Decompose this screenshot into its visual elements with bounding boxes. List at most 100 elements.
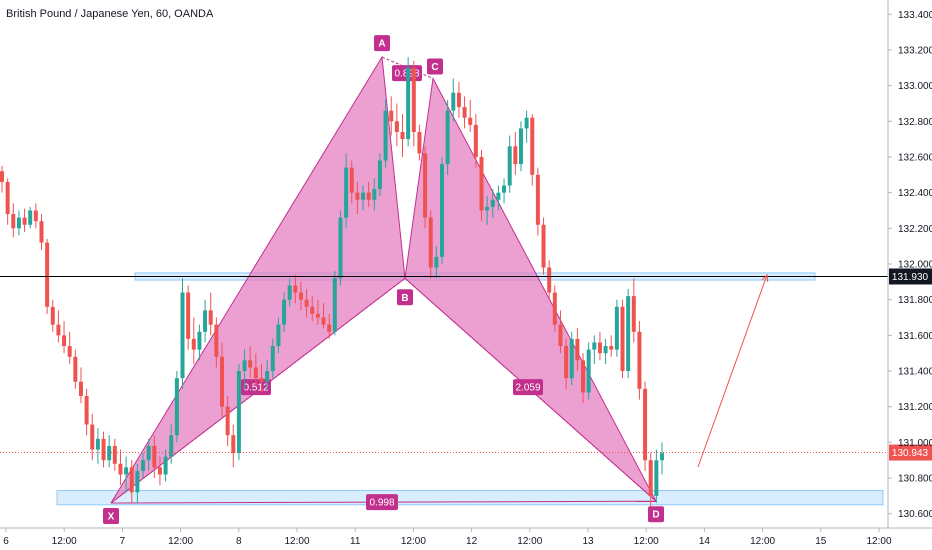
candle-body (248, 360, 253, 368)
candle-body (451, 92, 456, 111)
candle-body (524, 117, 529, 129)
time-tick-label: 6 (3, 536, 9, 547)
price-tick-label: 131.600 (898, 331, 932, 342)
candle-body (298, 292, 303, 300)
candle-body (456, 92, 461, 108)
candle-body (253, 367, 258, 379)
support-zone[interactable] (56, 490, 884, 506)
candle-body (33, 210, 38, 222)
price-tick-label: 130.600 (898, 509, 932, 520)
candle-body (547, 267, 552, 293)
candle-body (146, 445, 151, 461)
candle-body (135, 470, 140, 493)
candle-body (597, 342, 602, 354)
candle-body (180, 292, 185, 379)
time-tick-label: 13 (582, 536, 594, 547)
candle-body (541, 224, 546, 268)
candle-body (197, 331, 202, 350)
candle-body (259, 378, 264, 382)
candle-body (321, 317, 326, 325)
price-tick-label: 132.200 (898, 224, 932, 235)
candle-body (502, 185, 507, 193)
candle-body (637, 331, 642, 389)
time-tick-label: 12:00 (634, 536, 659, 547)
time-tick-label: 12 (466, 536, 478, 547)
candle-body (16, 217, 21, 229)
point-x-badge[interactable] (103, 508, 119, 525)
candle-body (507, 146, 512, 186)
candle-body (603, 346, 608, 354)
time-tick-label: 12:00 (52, 536, 77, 547)
point-d-badge[interactable] (648, 506, 664, 523)
price-axis[interactable]: 133.400 133.200 133.000 132.800 132.600 132.4… (887, 0, 932, 528)
candle-body (411, 67, 416, 132)
level-price-label: 131.930 (892, 272, 929, 283)
point-b-label: B (401, 293, 408, 304)
candle-body (191, 338, 196, 350)
ratio-bc-ab-badge[interactable] (241, 379, 271, 396)
point-a-label: A (378, 39, 385, 50)
candle-body (304, 299, 309, 307)
candle-body (620, 306, 625, 372)
chart-title: British Pound / Japanese Yen, 60, OANDA (6, 8, 214, 20)
candle-body (39, 221, 44, 243)
price-tick-label: 133.400 (898, 10, 932, 21)
candle-body (614, 306, 619, 350)
candle-body (124, 467, 129, 475)
price-tick-label: 133.200 (898, 45, 932, 56)
candle-body (417, 132, 422, 154)
time-tick-label: 12:00 (750, 536, 775, 547)
price-tick-label: 133.000 (898, 81, 932, 92)
candle-body (225, 406, 230, 436)
candle-body (592, 342, 597, 350)
time-tick-label: 12:00 (401, 536, 426, 547)
candle-body (11, 214, 16, 229)
candle-body (406, 67, 411, 140)
price-tick-label: 132.400 (898, 188, 932, 199)
candle-body (626, 296, 631, 372)
ratio-cd-bc-badge[interactable] (513, 379, 543, 396)
point-b-badge[interactable] (397, 289, 413, 306)
candle-body (236, 371, 241, 454)
price-tick-label: 131.400 (898, 367, 932, 378)
candle-body (315, 313, 320, 318)
price-tick-label: 130.800 (898, 474, 932, 485)
candle-body (90, 424, 95, 450)
price-tick-label: 132.800 (898, 117, 932, 128)
price-tick-label: 132.000 (898, 260, 932, 271)
candle-body (186, 292, 191, 339)
projection-arrow[interactable] (697, 274, 768, 468)
candle-body (575, 338, 580, 361)
point-a-badge[interactable] (374, 35, 390, 52)
candle-body (332, 278, 337, 332)
candle-body (220, 356, 224, 407)
current-price-label: 130.943 (892, 448, 929, 459)
point-x-label: X (108, 512, 115, 523)
ratio-bc-ab-label: 0.512 (243, 383, 268, 394)
candle-body (157, 467, 162, 475)
candle-body (468, 117, 473, 125)
candle-body (400, 132, 405, 140)
candle-body (270, 346, 275, 372)
time-axis[interactable]: 6 12:00 7 12:00 8 12:00 11 12:00 12 12:00 13 12:00 1… (0, 527, 932, 547)
ratio-xd-xa-badge[interactable] (366, 494, 398, 511)
candle-body (327, 324, 332, 332)
candles (0, 57, 664, 507)
candle-body (643, 388, 648, 461)
candle-body (648, 460, 653, 496)
point-c-badge[interactable] (427, 58, 443, 75)
candle-body (513, 146, 518, 165)
candle-body (0, 171, 4, 182)
candle-body (174, 378, 179, 436)
candle-body (152, 445, 157, 468)
candle-body (73, 356, 78, 382)
candle-body (366, 192, 371, 200)
candle-body (428, 217, 433, 268)
candle-body (95, 438, 100, 450)
candle-body (496, 192, 501, 200)
candle-body (479, 156, 484, 211)
candle-body (129, 467, 134, 493)
time-tick-label: 7 (120, 536, 126, 547)
